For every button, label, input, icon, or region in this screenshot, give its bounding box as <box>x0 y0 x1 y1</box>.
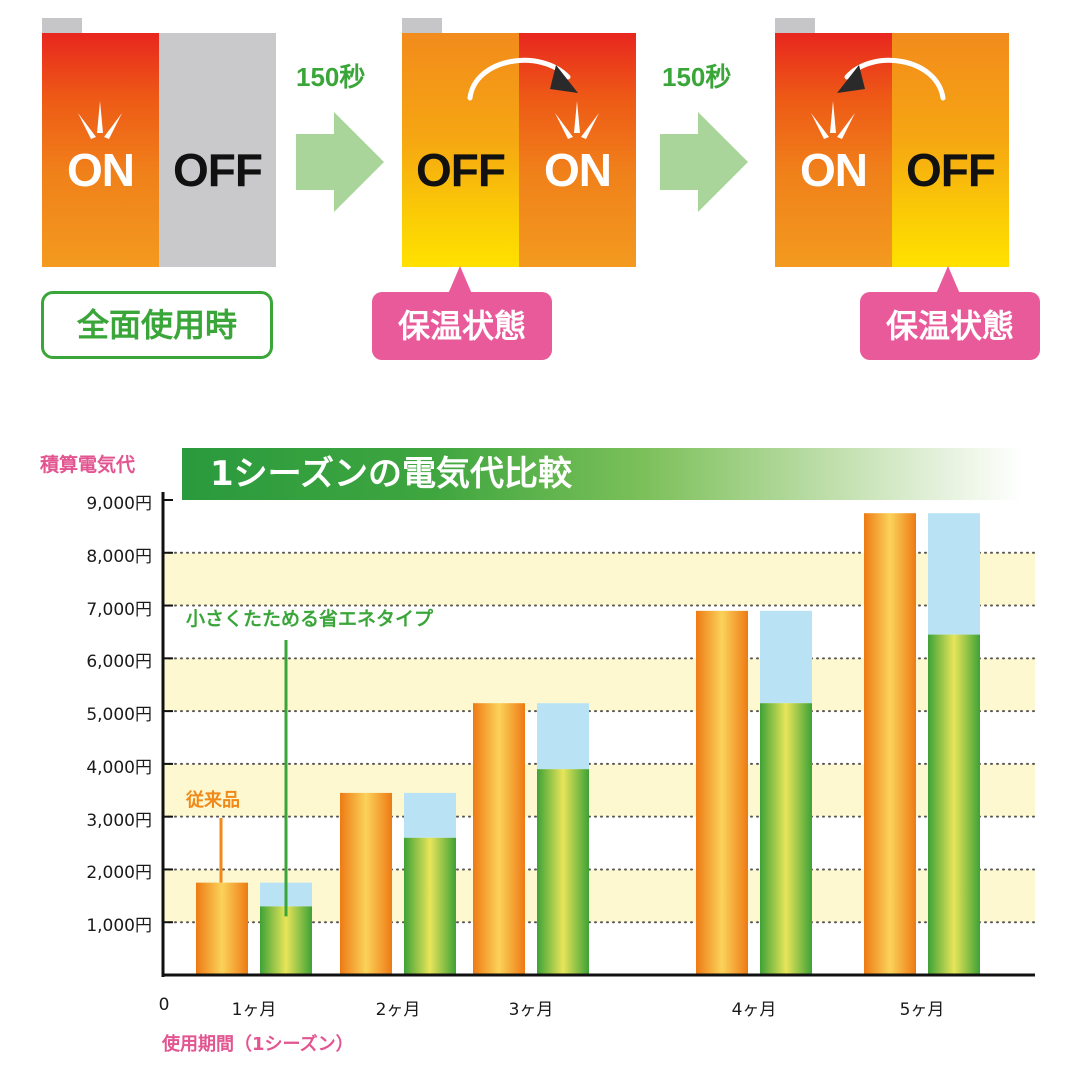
right-arrow-icon <box>660 112 748 212</box>
full-use-label: 全面使用時 <box>41 291 273 359</box>
panel-right-text: OFF <box>173 144 263 196</box>
right-arrow-icon <box>296 112 384 212</box>
bar-eco <box>928 634 980 975</box>
y-tick-label: 8,000円 <box>86 546 152 567</box>
y-tick-label: 6,000円 <box>86 652 152 673</box>
interval-label: 150秒 <box>662 62 732 92</box>
bar-savings <box>928 513 980 635</box>
bar-savings <box>404 792 456 838</box>
bar-conventional <box>196 882 248 975</box>
panel-keep-warm-1: OFF ON <box>402 18 636 267</box>
y-axis-label: 積算電気代 <box>40 454 136 476</box>
panel-half-off <box>402 33 519 267</box>
bar-eco <box>760 703 812 975</box>
chart-title-bar <box>182 448 1022 500</box>
legend-conventional-label: 従来品 <box>186 790 240 811</box>
bar-eco <box>260 906 312 975</box>
panel-half-on <box>519 33 636 267</box>
bar-conventional <box>473 703 525 975</box>
bar-conventional <box>864 513 916 975</box>
panel-left-text: ON <box>67 144 135 196</box>
heat-spark-icon <box>78 101 122 139</box>
heat-spark-icon <box>811 101 855 139</box>
bar-conventional <box>340 792 392 975</box>
y-tick-label: 5,000円 <box>86 705 152 726</box>
bar-eco <box>537 769 589 975</box>
panel-left-text: OFF <box>416 144 506 196</box>
x-tick-label: 4ヶ月 <box>731 1000 777 1020</box>
panel-half-off <box>159 33 276 267</box>
x-tick-label: 5ヶ月 <box>899 1000 945 1020</box>
y-tick-label: 9,000円 <box>86 494 152 514</box>
interval-label: 150秒 <box>296 62 366 92</box>
bar-conventional <box>696 610 748 975</box>
legend-eco-label: 小さくたためる省エネタイプ <box>186 608 434 630</box>
y-tick-label: 2,000円 <box>86 863 152 884</box>
x-tick-label: 2ヶ月 <box>375 1000 421 1020</box>
panel-keep-warm-2: ON OFF <box>775 18 1009 267</box>
y-tick-label: 7,000円 <box>86 599 152 620</box>
chart-title: 1シーズンの電気代比較 <box>210 454 572 494</box>
panel-half-off <box>892 33 1009 267</box>
panel-left-text: ON <box>800 144 868 196</box>
x-tick-label: 1ヶ月 <box>231 1000 277 1020</box>
y-tick-label: 3,000円 <box>86 810 152 831</box>
bar-savings <box>760 610 812 704</box>
panel-full-use: ON OFF <box>42 18 276 267</box>
x-tick-label: 3ヶ月 <box>508 1000 554 1020</box>
x-origin-label: 0 <box>158 995 170 1015</box>
bar-savings <box>537 703 589 770</box>
panel-half-on <box>42 33 159 267</box>
panel-half-on <box>775 33 892 267</box>
y-tick-label: 4,000円 <box>86 757 152 778</box>
keep-warm-label: 保温状態 <box>372 266 552 360</box>
y-tick-label: 1,000円 <box>86 916 152 937</box>
panel-right-text: ON <box>544 144 612 196</box>
heat-spark-icon <box>555 101 599 139</box>
x-axis-label: 使用期間（1シーズン） <box>162 1034 354 1055</box>
keep-warm-label: 保温状態 <box>860 266 1040 360</box>
switch-arrow-icon <box>467 57 578 101</box>
bar-eco <box>404 837 456 975</box>
switch-arrow-icon <box>837 57 946 101</box>
panel-right-text: OFF <box>906 144 996 196</box>
